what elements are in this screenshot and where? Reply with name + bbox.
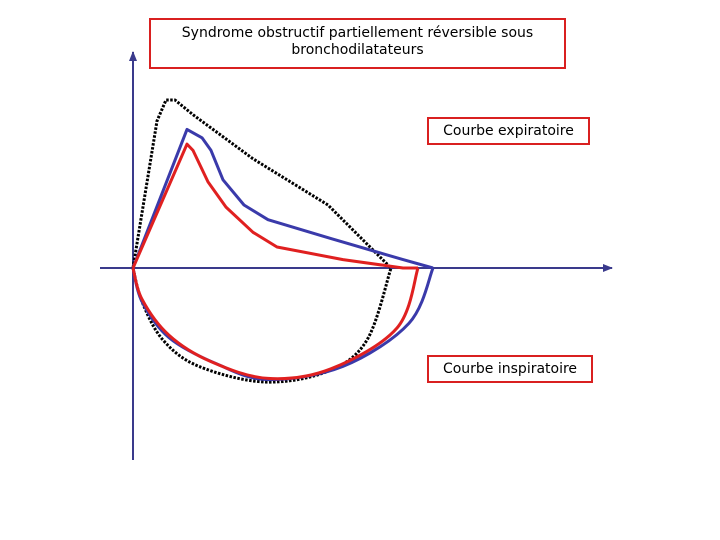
series-pre-bronchodilator-expiratory-line <box>131 142 418 270</box>
series-post-bronchodilator-inspiratory-line <box>131 267 435 382</box>
series-baseline-expiratory-line <box>131 98 393 270</box>
chart-title: Syndrome obstructif partiellement révers… <box>149 18 566 69</box>
series-pre-bronchodilator-inspiratory-line <box>131 267 420 381</box>
inspiratory-curve-label: Courbe inspiratoire <box>427 355 593 383</box>
series-post-bronchodilator-expiratory-line <box>131 127 434 270</box>
expiratory-curve-label: Courbe expiratoire <box>427 117 590 145</box>
series-baseline-inspiratory-line <box>131 267 393 384</box>
series-layer <box>131 98 435 384</box>
